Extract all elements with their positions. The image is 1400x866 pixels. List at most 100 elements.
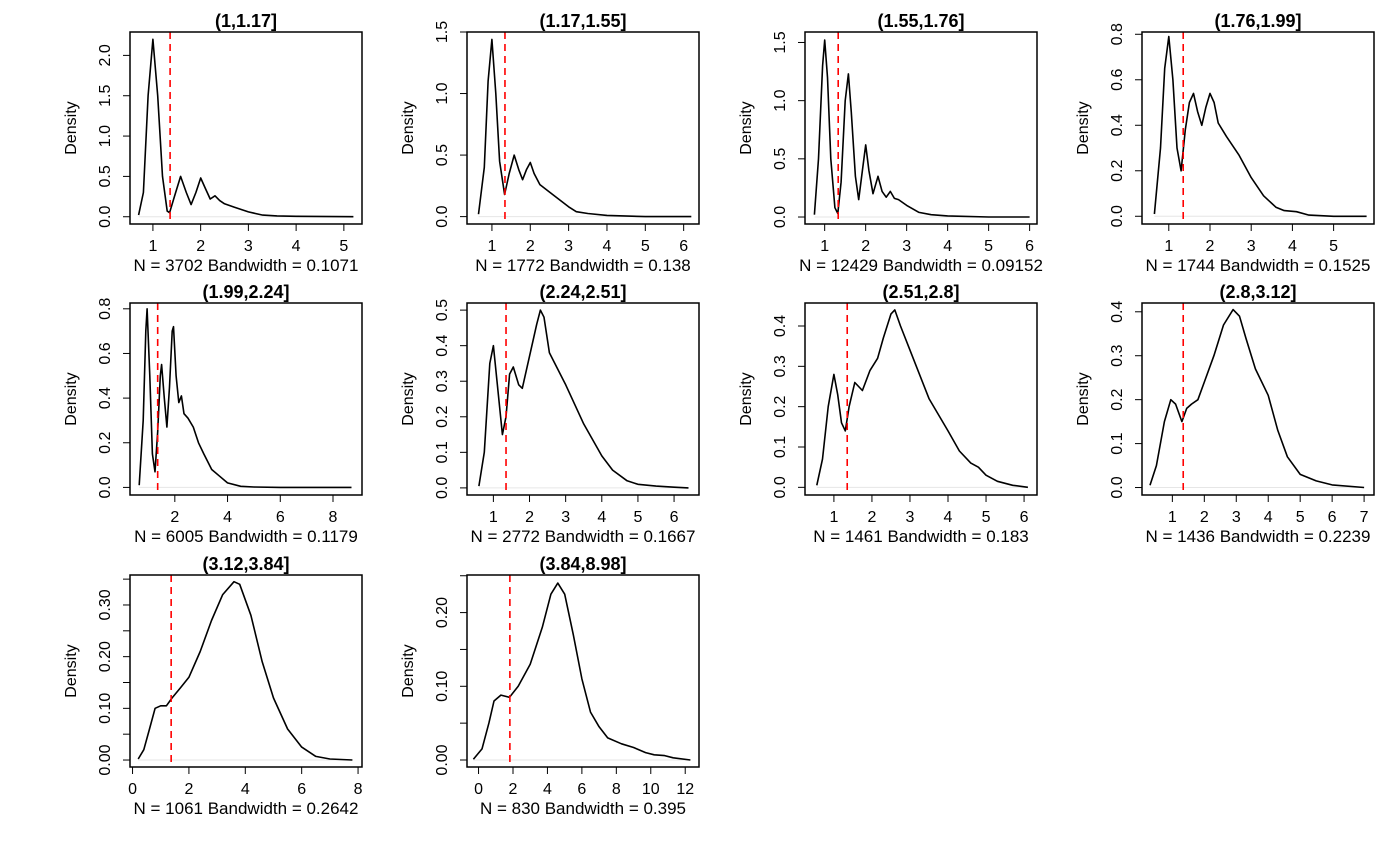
panel-title: (1.17,1.55] [539,11,626,31]
density-panel: 1 2 3 4 5 6 0.0 0.1 0.2 0.3 0.4 Density (2.51,2.8] N … [738,282,1038,546]
x-tick-label: 3 [561,509,570,526]
x-tick-label: 4 [241,781,250,798]
panel-title: (1.99,2.24] [202,282,289,302]
y-tick-label: 0.4 [1109,301,1126,323]
x-tick-label: 0 [474,781,483,798]
y-tick-label: 0.0 [97,206,114,228]
y-tick-label: 1.5 [97,85,114,107]
x-tick-label: 2 [170,509,179,526]
x-tick-label: 4 [603,238,612,255]
density-curve [478,309,689,489]
x-tick-label: 1 [1164,238,1173,255]
x-tick-label: 2 [509,781,518,798]
x-tick-label: 4 [1288,238,1297,255]
y-tick-label: 0.3 [434,370,451,392]
y-tick-label: 0.0 [772,476,789,498]
plot-box [466,302,700,496]
panel-title: (2.8,3.12] [1219,282,1296,302]
panel-subtitle: N = 1436 Bandwidth = 0.2239 [1146,527,1371,546]
x-tick-label: 4 [1264,509,1273,526]
panel-subtitle: N = 2772 Bandwidth = 0.1667 [471,527,696,546]
x-tick-label: 1 [829,509,838,526]
x-tick-label: 8 [329,509,338,526]
y-tick-label: 0.0 [1109,476,1126,498]
y-tick-label: 1.0 [434,82,451,104]
y-tick-label: 0.1 [1109,432,1126,454]
x-tick-label: 1 [487,238,496,255]
x-tick-label: 6 [1020,509,1029,526]
panel-subtitle: N = 830 Bandwidth = 0.395 [480,799,686,818]
density-panel: 2 4 6 8 0.0 0.2 0.4 0.6 0.8 Density (1.99,2.24] N =… [63,282,363,546]
x-tick-label: 4 [223,509,232,526]
y-axis-label: Density [400,372,417,425]
y-tick-label: 0.5 [772,148,789,170]
panel-title: (1,1.17] [215,11,277,31]
density-panel: 1 2 3 4 5 6 7 0.0 0.1 0.2 0.3 0.4 Density (2.8,3.12] N… [1075,282,1375,546]
y-axis-label: Density [738,101,755,154]
y-tick-label: 0.0 [434,205,451,227]
x-tick-label: 5 [984,238,993,255]
y-tick-label: 0.2 [1109,160,1126,182]
y-axis-label: Density [63,101,80,154]
y-tick-label: 0.10 [434,671,451,702]
y-tick-label: 0.5 [434,144,451,166]
panel-title: (3.12,3.84] [202,554,289,574]
y-tick-label: 0.00 [434,744,451,775]
x-tick-label: 6 [1025,238,1034,255]
x-tick-label: 6 [670,509,679,526]
x-tick-label: 4 [944,509,953,526]
y-tick-label: 0.20 [434,597,451,628]
x-tick-label: 4 [597,509,606,526]
x-tick-label: 0 [128,781,137,798]
x-tick-label: 2 [1206,238,1215,255]
panel-subtitle: N = 3702 Bandwidth = 0.1071 [134,256,359,275]
y-tick-label: 0.8 [1109,23,1126,45]
panel-subtitle: N = 12429 Bandwidth = 0.09152 [799,256,1043,275]
panel-title: (3.84,8.98] [539,554,626,574]
plot-box [1141,302,1375,496]
panel-subtitle: N = 1061 Bandwidth = 0.2642 [134,799,359,818]
x-tick-label: 2 [526,238,535,255]
x-tick-label: 2 [1200,509,1209,526]
panel-subtitle: N = 1744 Bandwidth = 0.1525 [1146,256,1371,275]
x-tick-label: 4 [943,238,952,255]
y-tick-label: 0.4 [434,334,451,356]
x-tick-label: 2 [196,238,205,255]
y-tick-label: 0.2 [97,432,114,454]
x-tick-label: 10 [642,781,660,798]
panel-subtitle: N = 6005 Bandwidth = 0.1179 [134,527,358,546]
y-tick-label: 1.5 [772,31,789,53]
x-tick-label: 3 [244,238,253,255]
y-tick-label: 0.30 [97,589,114,620]
density-panel: 1 2 3 4 5 6 0.0 0.1 0.2 0.3 0.4 0.5 Density (2.24,2.5… [400,282,700,546]
x-tick-label: 5 [339,238,348,255]
y-tick-label: 0.10 [97,693,114,724]
panel-title: (2.24,2.51] [539,282,626,302]
x-tick-label: 3 [1247,238,1256,255]
y-tick-label: 0.4 [97,387,114,409]
density-panel: 1 2 3 4 5 6 0.0 0.5 1.0 1.5 Density (1.17,1.55] N = … [400,11,700,275]
density-panel: 1 2 3 4 5 0.0 0.5 1.0 1.5 2.0 Density (1,1.17] N = 3… [63,11,363,275]
plot-box [804,302,1038,496]
y-tick-label: 0.0 [97,476,114,498]
density-curve [477,38,692,218]
density-panel: 1 2 3 4 5 6 0.0 0.5 1.0 1.5 Density (1.55,1.76] N = … [738,11,1043,275]
panel-title: (1.76,1.99] [1214,11,1301,31]
plot-box [466,574,700,768]
x-tick-label: 8 [354,781,363,798]
x-tick-label: 5 [641,238,650,255]
x-tick-label: 2 [525,509,534,526]
y-axis-label: Density [1075,372,1092,425]
plot-box [466,31,700,225]
x-tick-label: 4 [543,781,552,798]
y-tick-label: 1.0 [97,125,114,147]
density-panel: 0 2 4 6 8 0.00 0.10 0.20 0.30 Density (3.12,3.84] N… [63,554,363,818]
x-tick-label: 8 [612,781,621,798]
x-tick-label: 6 [679,238,688,255]
y-tick-label: 0.1 [434,441,451,463]
density-curve [816,309,1029,489]
y-tick-label: 0.3 [772,355,789,377]
y-axis-label: Density [400,101,417,154]
x-tick-label: 1 [820,238,829,255]
